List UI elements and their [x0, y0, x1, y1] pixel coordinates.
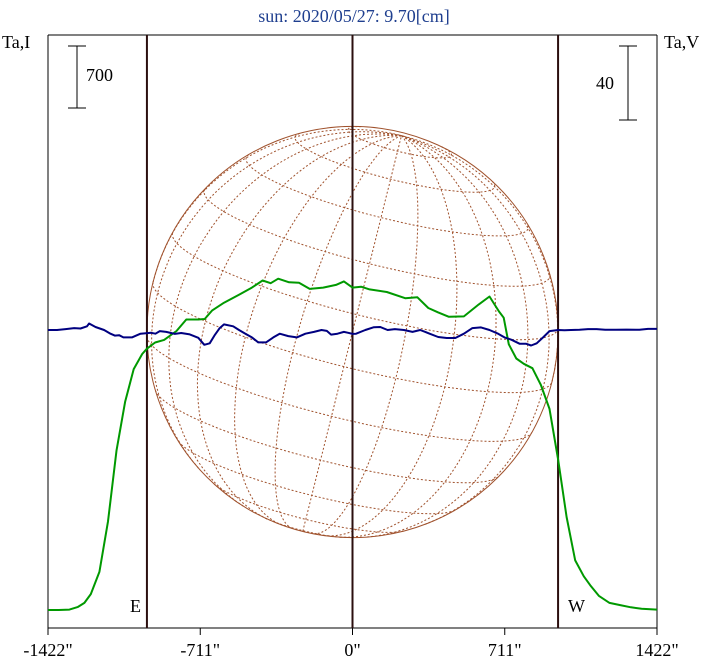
right-axis-label: Ta,V [664, 32, 699, 52]
chart-title: sun: 2020/05/27: 9.70[cm] [258, 6, 450, 26]
reference-lines [145, 35, 560, 628]
longitude-line [196, 134, 402, 520]
x-tick-label: -711" [180, 640, 220, 660]
latitude-line [294, 132, 496, 193]
left-axis-label: Ta,I [2, 32, 30, 52]
longitude-line [152, 128, 402, 283]
x-tick-label: 711" [488, 640, 522, 660]
east-limb-label: E [130, 596, 141, 616]
left-scale-bar: 700 [68, 45, 113, 109]
longitude-line [313, 135, 419, 535]
right-scale-bar: 40 [596, 45, 637, 121]
polarization-series [48, 322, 657, 347]
longitude-line [168, 133, 402, 507]
latitude-line [265, 517, 343, 538]
longitude-line [367, 135, 529, 538]
x-tick-label: 0" [344, 640, 360, 660]
intensity-series [48, 277, 658, 611]
west-limb-label: W [568, 596, 585, 616]
latitude-line [347, 126, 453, 159]
latitude-line [178, 441, 455, 515]
latitude-line [203, 188, 551, 287]
longitude-line [401, 135, 550, 525]
latitude-line [146, 336, 533, 442]
longitude-line [274, 135, 402, 529]
latitude-line [171, 233, 559, 341]
longitude-line [340, 135, 497, 538]
latitude-line [245, 154, 529, 237]
intensity-line [48, 277, 658, 611]
x-tick-label: 1422" [635, 640, 678, 660]
latitude-line [154, 390, 500, 484]
x-axis-ticks: -1422" -711" 0" 711" 1422" [23, 628, 679, 660]
right-scale-bar-value: 40 [596, 73, 614, 93]
left-scale-bar-value: 700 [86, 65, 113, 85]
x-tick-label: -1422" [23, 640, 72, 660]
polarization-line [48, 322, 657, 347]
